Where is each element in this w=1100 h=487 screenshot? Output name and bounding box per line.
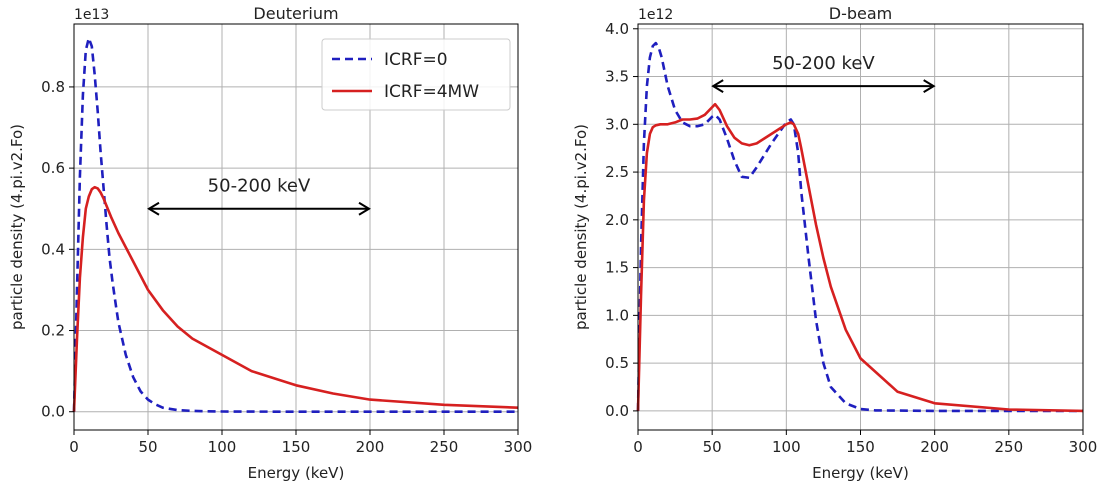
annotation-arrowhead-right: [358, 201, 371, 216]
chart-d-beam: 0 50 100 150 200 250 300 0.0 0.5 1.0 1.5 2.0 2.5 3.0 3…: [572, 4, 1097, 482]
x-tick-label: 150: [282, 438, 311, 456]
x-tick-label: 0: [633, 438, 643, 456]
y-tick-label: 4.0: [605, 20, 629, 38]
y-axis-label: particle density (4.pi.v2.Fo): [8, 124, 26, 330]
annotation-arrowhead-right: [923, 79, 936, 93]
annotation-text: 50-200 keV: [208, 176, 311, 197]
y-tick-label: 0.0: [605, 402, 629, 420]
x-tick-label: 200: [920, 438, 949, 456]
y-tick-label: 0.5: [605, 354, 629, 372]
annotation-arrowhead-left: [711, 79, 724, 93]
y-tick-label: 0.2: [41, 322, 65, 340]
legend-label-icrf4mw: ICRF=4MW: [384, 82, 479, 102]
x-tick-label: 150: [846, 438, 875, 456]
y-tick-label: 0.0: [41, 403, 65, 421]
y-offset-label: 1e13: [74, 7, 109, 23]
y-tick-label: 1.0: [605, 306, 629, 324]
series-line-icrf-4mw: [72, 185, 519, 412]
series-line-icrf-0: [636, 41, 1083, 413]
legend-label-icrf0: ICRF=0: [384, 50, 448, 70]
x-tick-label: 200: [356, 438, 385, 456]
y-tick-label: 0.8: [41, 78, 65, 96]
annotation-arrowhead-left: [147, 201, 160, 216]
x-tick-label: 100: [208, 438, 237, 456]
chart-deuterium: 0 50 100 150 200 250 300 0.0 0.2 0.4 0.6 0.8 Deuter…: [8, 4, 532, 482]
chart-title: D-beam: [829, 4, 892, 23]
y-tick-label: 3.0: [605, 115, 629, 133]
x-tick-label: 100: [772, 438, 801, 456]
y-tick-label: 3.5: [605, 68, 629, 86]
energy-range-annotation: 50-200 keV: [711, 53, 936, 93]
chart-title: Deuterium: [253, 4, 338, 23]
x-tick-label: 0: [69, 438, 79, 456]
x-axis-label: Energy (keV): [248, 464, 345, 482]
x-axis-label: Energy (keV): [812, 464, 909, 482]
energy-range-annotation: 50-200 keV: [147, 176, 371, 216]
y-offset-label: 1e12: [638, 7, 673, 23]
series-line-icrf-0: [72, 36, 518, 414]
y-tick-label: 2.0: [605, 211, 629, 229]
y-tick-label: 0.6: [41, 159, 65, 177]
series-line-icrf-4mw: [636, 102, 1084, 413]
x-tick-label: 50: [138, 438, 157, 456]
x-tick-label: 300: [504, 438, 533, 456]
legend: ICRF=0 ICRF=4MW: [321, 38, 511, 111]
y-tick-label: 0.4: [41, 240, 65, 258]
y-tick-label: 1.5: [605, 259, 629, 277]
y-axis-label: particle density (4.pi.v2.Fo): [572, 124, 590, 330]
x-tick-label: 50: [703, 438, 722, 456]
annotation-text: 50-200 keV: [772, 53, 875, 74]
x-tick-label: 250: [995, 438, 1024, 456]
x-tick-label: 300: [1069, 438, 1098, 456]
x-tick-label: 250: [430, 438, 459, 456]
y-tick-label: 2.5: [605, 163, 629, 181]
